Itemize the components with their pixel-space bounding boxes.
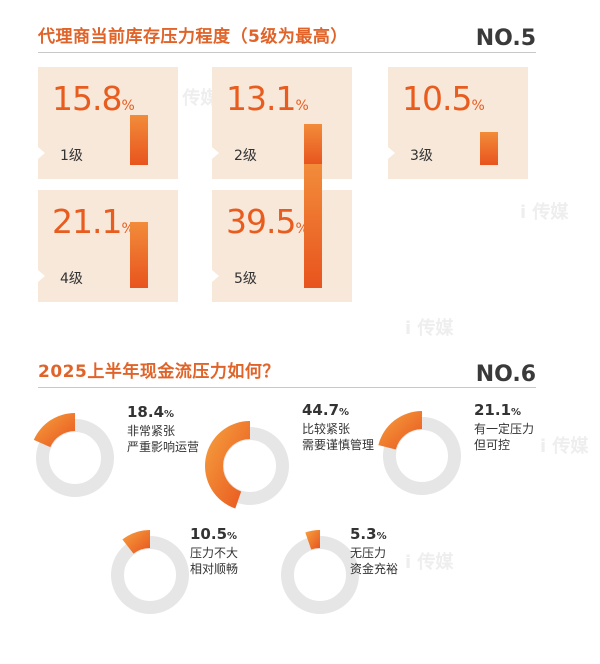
donut-chart (111, 530, 189, 614)
section-number: NO.6 (475, 362, 536, 387)
section-number: NO.5 (475, 26, 536, 51)
watermark: i 传媒 (405, 318, 454, 339)
data-label-unit: % (121, 98, 135, 114)
data-label: 10.5% (190, 525, 237, 543)
category-label-line: 比较紧张 (302, 422, 351, 436)
data-label-number: 15.8 (52, 79, 122, 118)
data-label: 21.1% (52, 202, 135, 241)
category-label-line: 资金充裕 (350, 562, 399, 576)
category-label-line: 有一定压力 (474, 422, 535, 436)
data-label: 18.4% (127, 403, 174, 421)
bar-card: 21.1% 4级 (38, 190, 178, 302)
donut-hole (126, 551, 174, 599)
data-label-unit: % (295, 98, 309, 114)
donut-hole (226, 442, 274, 490)
data-label-number: 18.4 (127, 403, 165, 421)
card-notch (212, 147, 219, 159)
category-label-line: 严重影响运营 (127, 440, 200, 454)
data-label-unit: % (164, 409, 175, 420)
data-label-number: 10.5 (190, 525, 228, 543)
donut-chart (204, 421, 289, 509)
data-label-unit: % (471, 98, 485, 114)
bar (304, 123, 322, 165)
category-label: 5级 (234, 271, 257, 287)
data-label: 5.3% (350, 525, 387, 543)
data-label-number: 21.1 (474, 401, 512, 419)
donut-slice (378, 411, 422, 450)
donut-chart (281, 530, 359, 614)
category-label: 3级 (410, 148, 433, 164)
data-label-number: 21.1 (52, 202, 122, 241)
section-title-inventory: 代理商当前库存压力程度（5级为最高） (38, 27, 348, 47)
category-label-line: 无压力 (350, 546, 387, 560)
donut-chart (33, 413, 114, 497)
data-label-number: 39.5 (226, 202, 296, 241)
bar-card: 15.8% 1级 (38, 67, 178, 179)
card-notch (38, 147, 45, 159)
bar (130, 115, 148, 165)
card-notch (388, 147, 395, 159)
data-label: 13.1% (226, 79, 309, 118)
card-notch (38, 270, 45, 282)
donut-slice (305, 530, 320, 550)
data-label-number: 10.5 (402, 79, 472, 118)
data-label-unit: % (511, 407, 522, 418)
donut-slice (204, 421, 250, 509)
donut-slice (122, 530, 150, 554)
watermark: i 传媒 (520, 202, 569, 223)
donut-hole (51, 434, 99, 482)
category-label: 2级 (234, 148, 257, 164)
bar (304, 164, 322, 288)
donut-hole (296, 551, 344, 599)
section-title-cashflow: 2025上半年现金流压力如何？ (38, 362, 280, 382)
data-label: 10.5% (402, 79, 485, 118)
section-divider (38, 52, 536, 53)
category-label: 非常紧张严重影响运营 (127, 423, 199, 455)
section-divider (38, 387, 536, 388)
category-label-line: 压力不大 (190, 546, 239, 560)
bar-card: 39.5% 5级 (212, 164, 352, 302)
watermark: i 传媒 (405, 552, 454, 573)
data-label-unit: % (376, 531, 387, 542)
category-label-line: 但可控 (474, 438, 511, 452)
category-label-line: 相对顺畅 (190, 562, 239, 576)
donut-hole (398, 432, 446, 480)
category-label: 有一定压力 但可控 (474, 421, 534, 453)
card-notch (212, 270, 219, 282)
watermark: i 传媒 (540, 436, 589, 457)
category-label-line: 需要谨慎管理 (302, 438, 375, 452)
data-label: 44.7% (302, 401, 349, 419)
bar-card: 13.1% 2级 (212, 67, 352, 179)
data-label: 15.8% (52, 79, 135, 118)
data-label-number: 44.7 (302, 401, 340, 419)
category-label-line: 非常紧张 (127, 424, 176, 438)
bar (480, 132, 498, 165)
category-label: 无压力 资金充裕 (350, 545, 398, 577)
category-label: 1级 (60, 148, 83, 164)
data-label-number: 13.1 (226, 79, 296, 118)
bar-card: 10.5% 3级 (388, 67, 528, 179)
category-label: 比较紧张需要谨慎管理 (302, 421, 374, 453)
category-label: 4级 (60, 271, 83, 287)
watermark: i 传媒 (170, 88, 219, 109)
data-label: 21.1% (474, 401, 521, 419)
data-label-unit: % (339, 407, 350, 418)
donut-chart (378, 411, 461, 495)
data-label: 39.5% (226, 202, 309, 241)
data-label-unit: % (227, 531, 238, 542)
category-label: 压力不大 相对顺畅 (190, 545, 238, 577)
bar (130, 221, 148, 288)
donut-slice (33, 413, 75, 448)
data-label-number: 5.3 (350, 525, 377, 543)
